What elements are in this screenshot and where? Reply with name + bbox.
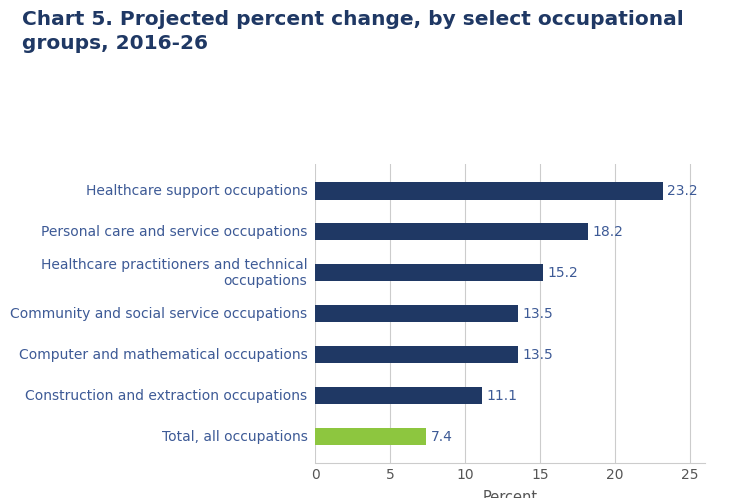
Bar <box>315 428 426 445</box>
Text: Healthcare support occupations: Healthcare support occupations <box>86 184 308 198</box>
Text: 13.5: 13.5 <box>522 307 553 321</box>
Text: Total, all occupations: Total, all occupations <box>162 430 308 444</box>
Text: Healthcare practitioners and technical
occupations: Healthcare practitioners and technical o… <box>40 257 308 288</box>
Bar <box>315 223 588 241</box>
Bar <box>315 182 663 200</box>
Text: 7.4: 7.4 <box>430 430 452 444</box>
Text: Computer and mathematical occupations: Computer and mathematical occupations <box>19 348 307 362</box>
Text: Community and social service occupations: Community and social service occupations <box>10 307 308 321</box>
Text: 23.2: 23.2 <box>668 184 698 198</box>
Bar <box>315 264 543 281</box>
Text: 13.5: 13.5 <box>522 348 553 362</box>
Text: Chart 5. Projected percent change, by select occupational
groups, 2016-26: Chart 5. Projected percent change, by se… <box>22 10 684 53</box>
Text: 18.2: 18.2 <box>592 225 623 239</box>
X-axis label: Percent: Percent <box>482 491 538 498</box>
Bar <box>315 305 518 322</box>
Text: 15.2: 15.2 <box>548 266 578 280</box>
Text: Personal care and service occupations: Personal care and service occupations <box>41 225 308 239</box>
Text: Construction and extraction occupations: Construction and extraction occupations <box>26 388 308 402</box>
Bar <box>315 387 482 404</box>
Bar <box>315 346 518 363</box>
Text: 11.1: 11.1 <box>486 388 517 402</box>
